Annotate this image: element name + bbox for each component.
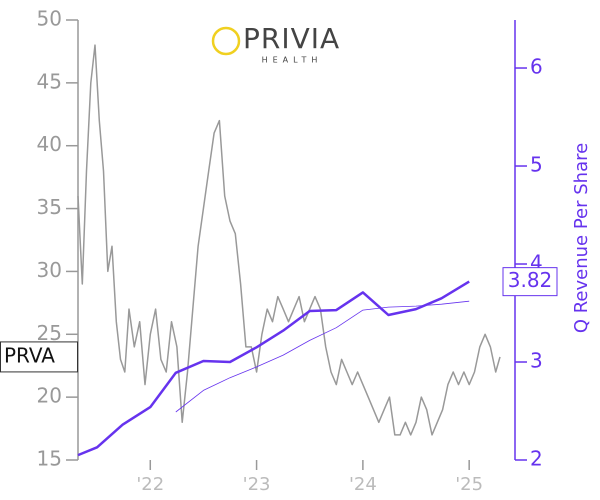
series-line <box>77 44 501 436</box>
x-tick-label: '24 <box>349 474 377 495</box>
y2-tick-label: 5 <box>530 153 543 177</box>
y-tick-label: 50 <box>37 7 62 31</box>
y-tick-label: 20 <box>37 384 62 408</box>
y2-axis-title: Q Revenue Per Share <box>571 143 592 333</box>
y2-tick-label: 3 <box>530 349 543 373</box>
y-tick-label: 40 <box>37 132 62 156</box>
y-tick-label: 25 <box>37 321 62 345</box>
series-line <box>175 300 470 413</box>
y-tick-label: 30 <box>37 258 62 282</box>
y2-tick-label: 2 <box>530 447 543 471</box>
y-tick-label: 15 <box>37 447 62 471</box>
y-tick-label: 45 <box>37 69 62 93</box>
logo-ring <box>211 26 241 56</box>
logo-name: PRIVIA <box>243 22 340 55</box>
last-value-label: 3.82 <box>508 268 553 292</box>
y2-tick-label: 6 <box>530 55 543 79</box>
last-value-box <box>502 267 558 297</box>
series-line <box>77 280 470 457</box>
x-tick-label: '22 <box>136 474 164 495</box>
y-tick-label: 35 <box>37 195 62 219</box>
logo-sub: HEALTH <box>262 56 323 65</box>
ticker-label: PRVA <box>4 343 55 367</box>
logo: PRIVIA HEALTH <box>211 22 340 65</box>
x-tick-label: '23 <box>243 474 271 495</box>
ticker-box <box>0 341 78 373</box>
x-tick-label: '25 <box>455 474 483 495</box>
